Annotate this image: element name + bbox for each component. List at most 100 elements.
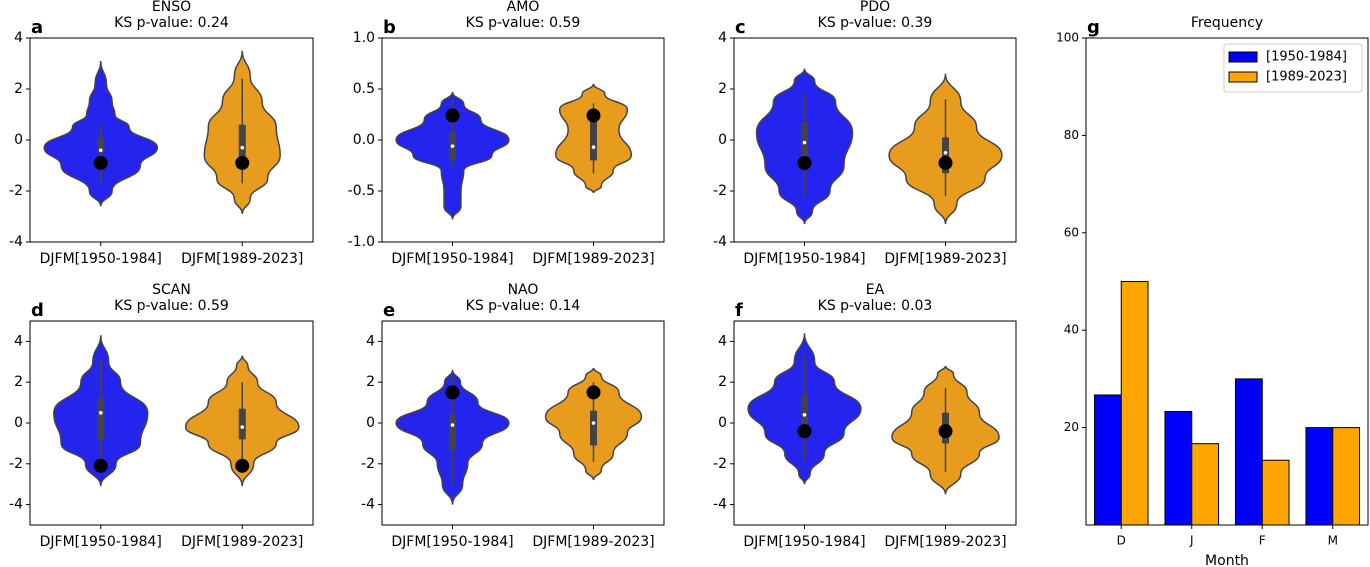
y-tick-label: 80 — [1064, 128, 1079, 142]
y-tick-label: 40 — [1064, 323, 1079, 337]
y-tick-label: 4 — [14, 30, 23, 46]
y-tick-label: -4 — [713, 234, 727, 250]
y-tick-label: 0 — [718, 415, 727, 431]
box — [97, 398, 105, 440]
subplot-title: NAO — [508, 282, 539, 298]
legend-label: [1989-2023] — [1266, 70, 1347, 85]
y-tick-label: 100 — [1056, 31, 1079, 45]
subplot-title: AMO — [507, 0, 540, 15]
x-tick-label: DJFM[1950-1984] — [40, 251, 162, 267]
axes-frame — [381, 320, 665, 526]
marker — [938, 155, 953, 170]
x-tick-label: DJFM[1989-2023] — [884, 251, 1006, 267]
marker — [797, 424, 812, 439]
x-tick-label: F — [1259, 534, 1266, 548]
legend-frame — [1223, 43, 1363, 93]
x-tick-label: DJFM[1950-1984] — [391, 251, 513, 267]
bar — [1234, 378, 1263, 526]
median — [943, 150, 948, 155]
y-tick-label: 2 — [718, 81, 727, 97]
subplot-subtitle: KS p-value: 0.59 — [114, 298, 229, 314]
bar — [1261, 459, 1290, 526]
median — [240, 425, 245, 429]
y-tick-label: -2 — [9, 456, 23, 472]
x-tick-label: DJFM[1989-2023] — [532, 534, 654, 550]
subplot-subtitle: KS p-value: 0.39 — [818, 15, 933, 31]
x-tick-label: M — [1328, 534, 1338, 548]
subplot-subtitle: KS p-value: 0.14 — [466, 298, 581, 314]
box — [590, 410, 597, 446]
panel-label: e — [383, 300, 395, 321]
subplot-title: PDO — [860, 0, 890, 15]
y-tick-label: 60 — [1064, 225, 1079, 239]
subplot-subtitle: KS p-value: 0.24 — [114, 15, 229, 31]
box — [942, 137, 949, 174]
marker — [93, 155, 108, 170]
x-tick-label: DJFM[1989-2023] — [181, 251, 303, 267]
bar — [1191, 443, 1220, 526]
box — [590, 119, 597, 161]
axes-frame — [733, 37, 1017, 243]
y-tick-label: -2 — [9, 183, 23, 199]
panel-label: c — [735, 17, 746, 38]
y-tick-label: -2 — [713, 183, 727, 199]
subplot-subtitle: KS p-value: 0.59 — [466, 15, 581, 31]
panel-label: b — [383, 17, 396, 38]
bar — [1164, 411, 1193, 526]
box — [238, 124, 246, 163]
axes-frame — [1085, 37, 1369, 526]
bar — [1332, 427, 1361, 526]
x-tick-label: J — [1189, 534, 1194, 548]
median — [450, 144, 455, 148]
axes-frame — [733, 320, 1017, 526]
median — [450, 423, 455, 427]
y-tick-label: -4 — [361, 497, 375, 513]
subplot-subtitle: KS p-value: 0.03 — [818, 298, 933, 314]
y-tick-label: 2 — [366, 374, 375, 390]
subplot-title: EA — [866, 282, 885, 298]
x-tick-label: DJFM[1989-2023] — [532, 251, 654, 267]
bar — [1093, 394, 1122, 526]
y-tick-label: 2 — [14, 81, 23, 97]
marker — [445, 385, 460, 400]
median — [98, 411, 103, 415]
bar — [1305, 427, 1334, 526]
axes-frame — [29, 320, 314, 526]
y-tick-label: -0.5 — [348, 183, 375, 199]
y-tick-label: 0.0 — [353, 132, 375, 148]
marker — [938, 424, 953, 439]
y-tick-label: -1.0 — [348, 234, 375, 250]
bar — [1120, 281, 1149, 526]
median — [98, 148, 103, 152]
subplot-title: ENSO — [152, 0, 191, 15]
marker — [235, 155, 250, 170]
y-tick-label: -4 — [9, 234, 23, 250]
marker — [235, 458, 250, 473]
median — [240, 145, 245, 150]
y-tick-label: -4 — [713, 497, 727, 513]
y-tick-label: 4 — [718, 333, 727, 349]
marker — [93, 458, 108, 473]
marker — [445, 108, 460, 123]
panel-label: d — [31, 300, 44, 321]
x-tick-label: DJFM[1989-2023] — [884, 534, 1006, 550]
marker — [586, 108, 601, 123]
y-tick-label: 4 — [718, 30, 727, 46]
y-tick-label: 2 — [14, 374, 23, 390]
x-tick-label: DJFM[1950-1984] — [743, 534, 865, 550]
y-tick-label: 0 — [14, 415, 23, 431]
y-tick-label: 0 — [14, 132, 23, 148]
y-tick-label: 20 — [1064, 420, 1079, 434]
subplot-title: SCAN — [152, 282, 191, 298]
panel-label: g — [1087, 17, 1100, 38]
box — [238, 408, 246, 440]
subplot-title: Frequency — [1191, 15, 1263, 31]
legend-label: [1950-1984] — [1266, 50, 1347, 65]
y-tick-label: 4 — [366, 333, 375, 349]
y-tick-label: 2 — [718, 374, 727, 390]
y-tick-label: 0 — [718, 132, 727, 148]
axes-frame — [381, 37, 665, 243]
y-tick-label: -4 — [9, 497, 23, 513]
y-tick-label: 1.0 — [353, 30, 375, 46]
